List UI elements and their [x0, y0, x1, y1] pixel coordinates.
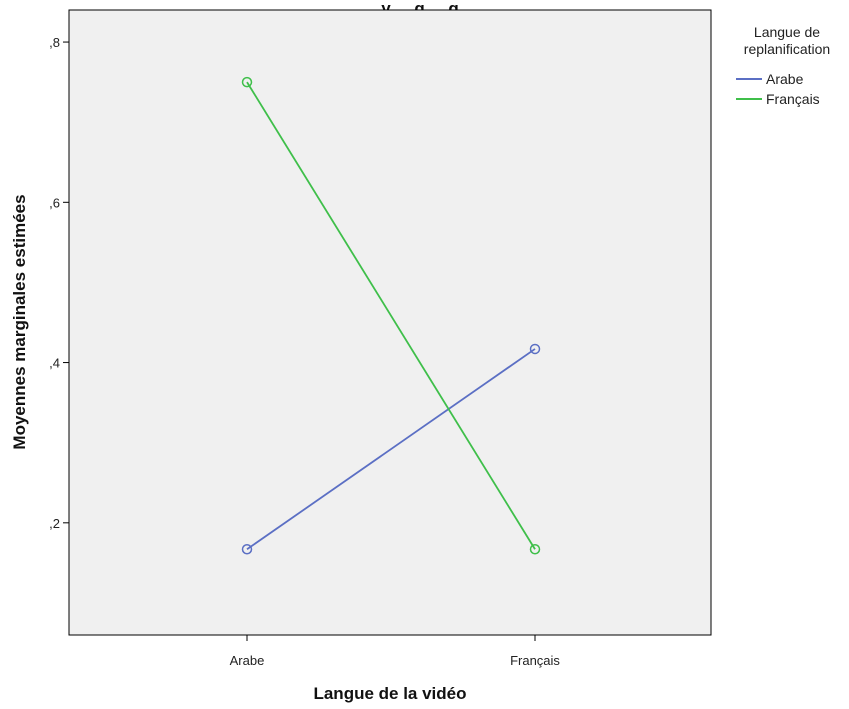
y-tick-label: ,6 [49, 195, 60, 210]
y-axis: ,2 ,4 ,6 ,8 [49, 35, 69, 531]
legend: Langue de replanification Arabe Français [736, 24, 830, 107]
x-axis-title: Langue de la vidéo [313, 684, 466, 703]
series-line [246, 348, 536, 551]
y-tick-label: ,2 [49, 516, 60, 531]
x-axis: Arabe Français [230, 635, 560, 668]
x-tick-label: Français [510, 653, 560, 668]
plot-area [68, 9, 712, 636]
data-point-marker [529, 544, 541, 555]
y-tick-label: ,8 [49, 35, 60, 50]
y-tick-label: ,4 [49, 356, 60, 371]
x-tick-label: Arabe [230, 653, 265, 668]
series-layer [241, 76, 541, 555]
legend-item-label: Français [766, 91, 820, 107]
legend-title-line-2: replanification [744, 41, 830, 57]
legend-item-label: Arabe [766, 71, 804, 87]
data-point-marker [241, 544, 253, 555]
legend-title-line-1: Langue de [754, 24, 820, 40]
series-line [246, 81, 536, 550]
y-axis-title: Moyennes marginales estimées [10, 194, 29, 449]
data-point-marker [529, 343, 541, 355]
data-point-marker [241, 76, 253, 88]
